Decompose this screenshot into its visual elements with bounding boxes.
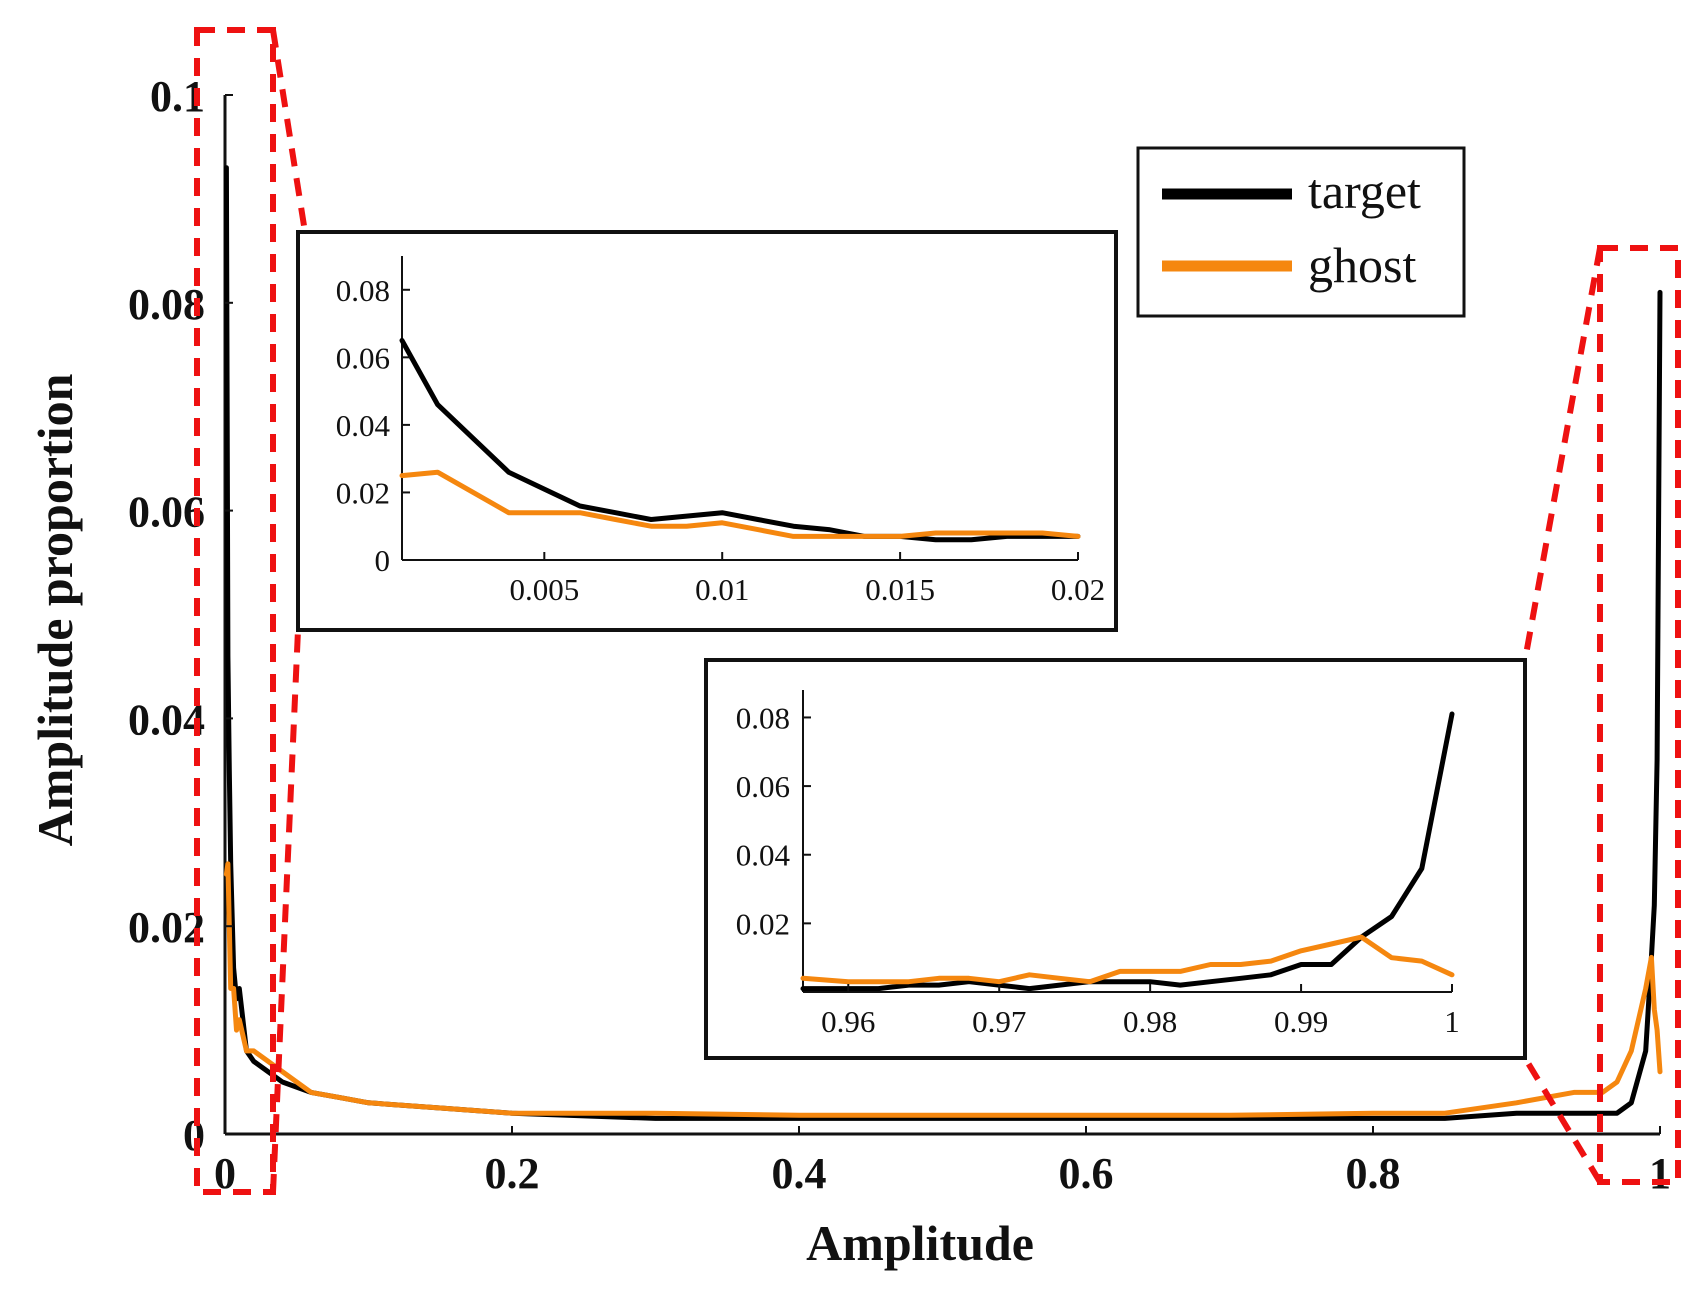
left-inset-frame	[296, 230, 1118, 632]
inset-right-x-tick-label: 0.97	[972, 1004, 1026, 1039]
right-inset-tick-labels: 0.96 0.97 0.98 0.99 1 0.02 0.04 0.06 0.08	[736, 700, 1460, 1039]
right-zoom-connector-bottom	[1522, 1056, 1603, 1184]
inset-right-target-line	[800, 711, 1455, 992]
inset-left-x-tick-label: 0.005	[509, 572, 579, 607]
right-inset: 0.96 0.97 0.98 0.99 1 0.02 0.04 0.06 0.08	[704, 658, 1527, 1060]
inset-right-y-tick-label: 0.06	[736, 769, 790, 804]
inset-right-x-tick-label: 0.96	[821, 1004, 875, 1039]
inset-left-y-tick-label: 0	[375, 543, 391, 578]
right-zoom-connector-top	[1522, 247, 1603, 661]
main-y-axis-label: Amplitude proportion	[27, 373, 83, 846]
main-x-axis-label: Amplitude	[806, 1215, 1034, 1271]
left-inset-series-group	[399, 337, 1081, 543]
left-zoom-region	[194, 27, 276, 1195]
right-zoom-region	[1597, 245, 1681, 1185]
legend-ghost-label: ghost	[1308, 237, 1416, 293]
inset-right-y-tick-label: 0.04	[736, 838, 791, 873]
inset-left-y-tick-label: 0.02	[336, 475, 390, 510]
inset-left-x-tick-label: 0.015	[865, 572, 935, 607]
main-ghost-line	[223, 861, 1663, 1118]
inset-right-y-tick-label: 0.08	[736, 700, 790, 735]
legend-target-label: target	[1308, 163, 1421, 219]
inset-right-x-tick-label: 0.99	[1274, 1004, 1328, 1039]
legend-box	[1136, 146, 1466, 318]
main-y-tick-label: 0.04	[128, 695, 205, 744]
inset-left-ghost-line	[399, 469, 1081, 539]
left-inset: 0.005 0.01 0.015 0.02 0 0.02 0.04 0.06 0.08	[296, 230, 1118, 632]
main-x-tick-label: 0.8	[1346, 1149, 1401, 1198]
inset-right-y-tick-label: 0.02	[736, 906, 790, 941]
main-x-tick-label: 1	[1649, 1149, 1671, 1198]
inset-left-y-tick-label: 0.04	[336, 408, 391, 443]
inset-left-target-line	[399, 337, 1081, 543]
main-x-tick-label: 0.6	[1059, 1149, 1114, 1198]
main-x-tick-label: 0.2	[485, 1149, 540, 1198]
main-series-group	[223, 165, 1663, 1121]
inset-left-y-tick-label: 0.08	[336, 273, 390, 308]
left-zoom-connector-top	[270, 29, 308, 233]
right-inset-series-group	[800, 711, 1455, 992]
main-target-line	[223, 165, 1663, 1121]
main-x-tick-label: 0	[214, 1149, 236, 1198]
inset-left-x-tick-label: 0.02	[1051, 572, 1105, 607]
main-y-tick-label: 0.08	[128, 280, 205, 329]
right-inset-frame	[704, 658, 1527, 1060]
main-y-tick-label: 0.02	[128, 903, 205, 952]
main-plot: 0 0.2 0.4 0.6 0.8 100.020.040.060.080.1 Ampli…	[27, 72, 1671, 1271]
left-zoom-connector-bottom	[270, 629, 301, 1193]
inset-left-y-tick-label: 0.06	[336, 340, 390, 375]
main-y-tick-label: 0.06	[128, 488, 205, 537]
left-inset-tick-labels: 0.005 0.01 0.015 0.02 0 0.02 0.04 0.06 0.08	[336, 273, 1105, 607]
inset-right-ghost-line	[800, 934, 1455, 985]
zoom-callouts	[194, 27, 1681, 1195]
inset-right-x-tick-label: 1	[1444, 1004, 1460, 1039]
inset-left-x-tick-label: 0.01	[695, 572, 749, 607]
inset-right-x-tick-label: 0.98	[1123, 1004, 1177, 1039]
main-x-tick-label: 0.4	[772, 1149, 827, 1198]
legend: target ghost	[1136, 146, 1466, 318]
main-tick-labels: 0 0.2 0.4 0.6 0.8 100.020.040.060.080.1	[128, 72, 1671, 1198]
